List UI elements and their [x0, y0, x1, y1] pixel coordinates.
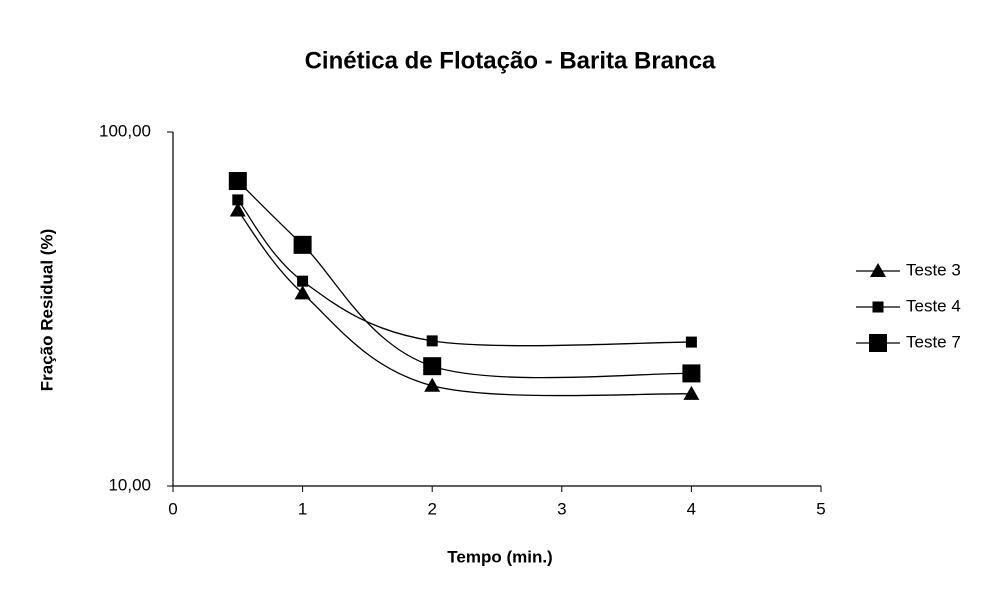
- series-line: [237, 180, 692, 379]
- chart-title: Cinética de Flotação - Barita Branca: [305, 47, 716, 74]
- x-tick-label: 3: [557, 499, 566, 518]
- x-tick-label: 2: [427, 499, 436, 518]
- data-point: [294, 285, 311, 300]
- data-point: [232, 194, 244, 206]
- x-tick-label: 4: [687, 499, 696, 518]
- y-tick-label: 10,00: [108, 475, 151, 494]
- data-point: [423, 357, 442, 376]
- x-tick-label: 5: [816, 499, 825, 518]
- series-line: [237, 210, 692, 397]
- x-axis-title: Tempo (min.): [447, 547, 552, 566]
- data-point: [426, 335, 438, 347]
- legend-label: Teste 4: [906, 296, 961, 315]
- legend-marker: [872, 301, 884, 313]
- data-point: [683, 385, 700, 400]
- data-point: [293, 235, 312, 254]
- data-point: [228, 172, 247, 191]
- legend-marker: [870, 263, 886, 277]
- series-line: [237, 199, 692, 347]
- x-tick-label: 0: [168, 499, 177, 518]
- data-point: [424, 377, 441, 392]
- data-point: [297, 275, 309, 287]
- legend-marker: [869, 334, 887, 352]
- data-point: [682, 364, 701, 383]
- x-tick-label: 1: [298, 499, 307, 518]
- y-tick-label: 100,00: [99, 121, 151, 140]
- data-point: [229, 202, 246, 217]
- legend-label: Teste 7: [906, 332, 961, 351]
- legend-label: Teste 3: [906, 260, 961, 279]
- data-point: [685, 336, 697, 348]
- y-axis-title: Fração Residual (%): [37, 229, 56, 392]
